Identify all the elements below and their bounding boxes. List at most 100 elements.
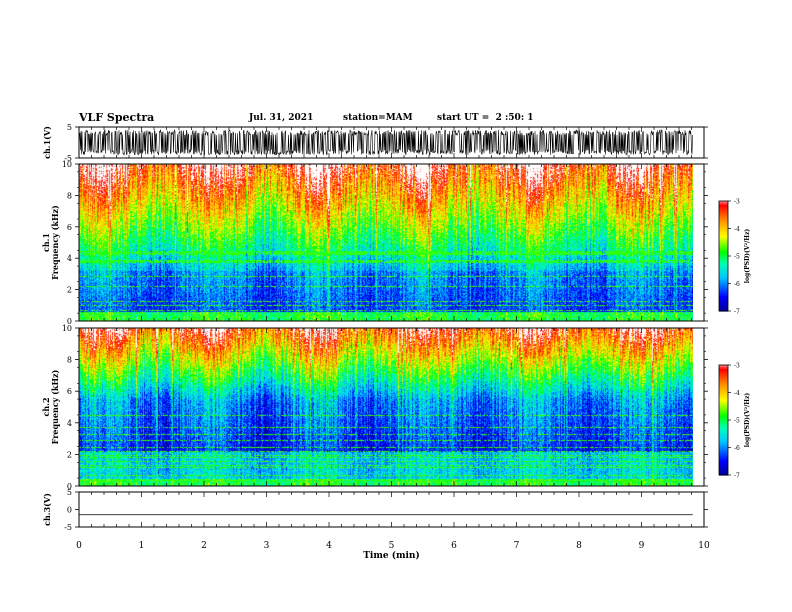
colorbar-tick-label: -4 bbox=[734, 226, 740, 233]
colorbar-swatch bbox=[719, 372, 728, 375]
colorbar-swatch bbox=[719, 427, 728, 430]
y-axis-label: Frequency (kHz) bbox=[50, 369, 60, 444]
y-tick-label: 4 bbox=[67, 254, 72, 263]
colorbar-swatch bbox=[719, 248, 728, 252]
colorbar-swatch bbox=[719, 377, 728, 381]
colorbar-swatch bbox=[719, 303, 728, 307]
colorbar-swatch bbox=[719, 256, 728, 259]
colorbar-swatch bbox=[719, 250, 728, 253]
colorbar-swatch bbox=[719, 403, 728, 406]
colorbar-swatch bbox=[719, 201, 728, 204]
colorbar-swatch bbox=[719, 462, 728, 465]
colorbar-swatch bbox=[719, 212, 728, 215]
y-tick-label: 5 bbox=[67, 488, 72, 497]
colorbar-swatch bbox=[719, 451, 728, 454]
ch1-waveform-line bbox=[78, 129, 693, 157]
colorbar-swatch bbox=[719, 232, 728, 235]
colorbar-swatch bbox=[719, 414, 728, 417]
colorbar-tick-label: -7 bbox=[734, 309, 740, 316]
colorbar-swatch bbox=[719, 456, 728, 460]
colorbar-swatch bbox=[719, 442, 728, 445]
colorbar-tick-label: -3 bbox=[734, 199, 740, 206]
colorbar-swatch bbox=[719, 453, 728, 456]
colorbar-swatch bbox=[719, 464, 728, 467]
colorbar-swatch bbox=[719, 257, 728, 261]
colorbar-swatch bbox=[719, 387, 728, 390]
colorbar-swatch bbox=[719, 215, 728, 219]
colorbar-swatch bbox=[719, 285, 728, 288]
colorbar-swatch bbox=[719, 379, 728, 383]
colorbar-swatch bbox=[719, 440, 728, 443]
y-tick-label: 2 bbox=[67, 450, 72, 459]
y-tick-label: 4 bbox=[67, 419, 72, 428]
colorbar-swatch bbox=[719, 449, 728, 452]
colorbar-swatch bbox=[719, 274, 728, 277]
x-tick-label: 1 bbox=[139, 541, 145, 551]
colorbar-swatch bbox=[719, 204, 728, 208]
x-tick-label: 4 bbox=[326, 541, 332, 551]
colorbar-swatch bbox=[719, 235, 728, 239]
colorbar-swatch bbox=[719, 410, 728, 414]
colorbar-swatch bbox=[719, 460, 728, 463]
colorbar-label: log(PSD)(V²/Hz) bbox=[744, 393, 751, 448]
colorbar-swatch bbox=[719, 381, 728, 384]
colorbar-tick-label: -5 bbox=[734, 254, 740, 261]
colorbar-swatch bbox=[719, 268, 728, 272]
y-axis-label: ch.3(V) bbox=[42, 493, 52, 526]
colorbar-swatch bbox=[719, 434, 728, 438]
colorbar-swatch bbox=[719, 409, 728, 412]
x-tick-label: 0 bbox=[76, 541, 82, 551]
station-label: station=MAM bbox=[343, 113, 413, 123]
colorbar-swatch bbox=[719, 385, 728, 388]
y-tick-label: 8 bbox=[67, 356, 72, 365]
panel-frame-w3 bbox=[78, 491, 705, 528]
colorbar-swatch bbox=[719, 217, 728, 220]
colorbar-swatch bbox=[719, 365, 728, 368]
colorbar-swatch bbox=[719, 237, 728, 241]
date-label: Jul. 31, 2021 bbox=[249, 113, 314, 123]
colorbar-swatch bbox=[719, 366, 728, 370]
colorbar-swatch bbox=[719, 281, 728, 285]
colorbar-swatch bbox=[719, 420, 728, 423]
colorbar-swatch bbox=[719, 383, 728, 386]
colorbar-swatch bbox=[719, 394, 728, 397]
colorbar-swatch bbox=[719, 407, 728, 410]
y-tick-label: 6 bbox=[67, 223, 72, 232]
y-axis-label: ch.2 bbox=[41, 397, 51, 416]
y-tick-label: 0 bbox=[67, 317, 72, 326]
colorbar-swatch bbox=[719, 458, 728, 461]
colorbar-swatch bbox=[719, 276, 728, 279]
colorbar-swatch bbox=[719, 309, 728, 312]
colorbar-swatch bbox=[719, 219, 728, 222]
colorbar-tick-label: -5 bbox=[734, 418, 740, 425]
colorbar-swatch bbox=[719, 261, 728, 264]
x-tick-label: 6 bbox=[451, 541, 457, 551]
colorbar-tick-label: -6 bbox=[734, 445, 740, 452]
colorbar-swatch bbox=[719, 208, 728, 211]
colorbar-label: log(PSD)(V²/Hz) bbox=[744, 229, 751, 284]
colorbar-swatch bbox=[719, 416, 728, 419]
x-tick-label: 2 bbox=[201, 541, 207, 551]
x-tick-label: 3 bbox=[264, 541, 270, 551]
colorbar-swatch bbox=[719, 267, 728, 270]
y-axis-label: Frequency (kHz) bbox=[50, 205, 60, 280]
chart-title: VLF Spectra bbox=[79, 111, 155, 124]
y-tick-label: 8 bbox=[67, 191, 72, 200]
colorbar-swatch bbox=[719, 405, 728, 408]
colorbar-swatch bbox=[719, 230, 728, 233]
colorbar-swatch bbox=[719, 429, 728, 432]
colorbar-swatch bbox=[719, 436, 728, 439]
colorbar-swatch bbox=[719, 234, 728, 237]
x-tick-label: 10 bbox=[698, 541, 710, 551]
colorbar-swatch bbox=[719, 300, 728, 303]
x-tick-label: 9 bbox=[639, 541, 645, 551]
colorbar-swatch bbox=[719, 243, 728, 246]
colorbar-tick-label: -6 bbox=[734, 281, 740, 288]
colorbar-swatch bbox=[719, 388, 728, 392]
colorbar-swatch bbox=[719, 279, 728, 283]
colorbar-swatch bbox=[719, 418, 728, 421]
colorbar-swatch bbox=[719, 447, 728, 450]
spectrogram-ch2-image bbox=[79, 328, 693, 486]
colorbar-swatch bbox=[719, 401, 728, 405]
colorbar-swatch bbox=[719, 469, 728, 472]
